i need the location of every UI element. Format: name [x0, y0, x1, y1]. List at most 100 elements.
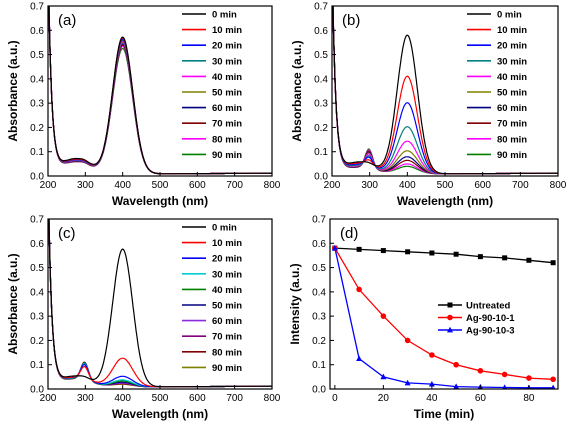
legend-entry: 10 min — [212, 238, 242, 249]
legend-entry: 70 min — [212, 332, 242, 343]
x-tick-label: 60 — [475, 393, 487, 404]
y-tick-label: 0.1 — [312, 360, 326, 371]
legend-entry: 30 min — [497, 56, 527, 67]
data-point — [356, 246, 362, 252]
y-axis-label: Absorbance (a.u.) — [6, 253, 20, 354]
y-tick-label: 0.7 — [30, 215, 44, 226]
data-point — [550, 260, 556, 266]
y-tick-label: 0.2 — [30, 336, 44, 347]
y-tick-label: 0.4 — [30, 287, 44, 298]
y-tick-label: 0.3 — [312, 312, 326, 323]
data-point — [477, 254, 483, 260]
legend-entry: 40 min — [212, 285, 242, 296]
legend-entry: 70 min — [212, 119, 242, 130]
series-line — [334, 247, 554, 264]
legend-entry: 60 min — [212, 103, 242, 114]
chart-panel: 200 300 400 500 600 700 800 0.0 0.1 0.2 0.3 0.4 0.5 0… — [6, 215, 281, 422]
legend-entry: 20 min — [212, 41, 242, 52]
x-tick-label: 80 — [523, 393, 535, 404]
y-tick-label: 0.6 — [312, 239, 326, 250]
x-tick-label: 400 — [114, 393, 131, 404]
legend-entry: 30 min — [212, 56, 242, 67]
legend-entry: 60 min — [497, 103, 527, 114]
legend-entry: 80 min — [212, 134, 242, 145]
y-tick-label: 0.0 — [30, 385, 44, 396]
y-axis-label: Intensity (a.u.) — [288, 263, 302, 344]
y-tick-label: 0.1 — [30, 360, 44, 371]
y-tick-label: 0.4 — [314, 74, 328, 85]
series-line — [334, 247, 554, 380]
data-point — [380, 313, 387, 319]
data-point — [429, 352, 435, 358]
y-axis-label: Absorbance (a.u.) — [290, 40, 304, 141]
panel-label: (a) — [58, 12, 76, 29]
data-point — [404, 337, 411, 344]
legend-entry: 10 min — [212, 25, 242, 36]
x-tick-label: 0 — [332, 393, 338, 404]
y-tick-label: 0.3 — [30, 312, 44, 323]
legend-entry: 70 min — [497, 119, 527, 130]
chart-panel: 200 300 400 500 600 700 800 0.0 0.1 0.2 0.3 0.4 0.5 0… — [290, 2, 567, 209]
x-tick-label: 500 — [152, 393, 169, 404]
y-tick-label: 0.2 — [312, 336, 326, 347]
panel-label: (b) — [342, 12, 360, 29]
data-point — [331, 244, 338, 251]
y-tick-label: 0.6 — [314, 26, 328, 37]
data-point — [550, 376, 556, 383]
panel-label: (c) — [58, 225, 76, 242]
plot-area — [331, 244, 556, 389]
legend-marker — [447, 326, 453, 333]
y-tick-label: 0.6 — [30, 239, 44, 250]
y-tick-label: 0.7 — [312, 215, 326, 226]
legend-entry: 10 min — [497, 25, 527, 36]
y-tick-label: 0.0 — [30, 172, 44, 183]
data-point — [380, 248, 386, 254]
legend-entry: 20 min — [212, 254, 242, 265]
chart-panel: 200 300 400 500 600 700 800 0.0 0.1 0.2 0.3 0.4 0.5 0… — [6, 2, 281, 209]
x-tick-label: 200 — [324, 180, 341, 191]
x-tick-label: 200 — [40, 180, 57, 191]
legend-entry: Ag-90-10-1 — [466, 313, 515, 324]
legend: 0 min 10 min 20 min 30 min 40 min 50 min 60 mi… — [182, 223, 242, 374]
data-point — [356, 355, 363, 362]
x-tick-label: 400 — [114, 180, 131, 191]
y-tick-label: 0.2 — [314, 123, 328, 134]
data-point — [550, 384, 556, 389]
series-line — [334, 247, 554, 389]
data-point — [428, 380, 435, 387]
legend-entry: 40 min — [212, 72, 242, 83]
x-tick-label: 800 — [264, 180, 281, 191]
x-tick-label: 800 — [264, 393, 281, 404]
legend-entry: 0 min — [212, 223, 237, 234]
y-tick-label: 0.1 — [30, 147, 44, 158]
x-tick-label: 600 — [189, 393, 206, 404]
legend: 0 min 10 min 20 min 30 min 40 min 50 min 60 mi… — [467, 10, 527, 161]
y-axis-label: Absorbance (a.u.) — [6, 40, 20, 141]
y-tick-label: 0.3 — [314, 99, 328, 110]
x-tick-label: 700 — [512, 180, 529, 191]
y-tick-label: 0.4 — [30, 74, 44, 85]
x-tick-label: 300 — [361, 180, 378, 191]
plot-frame — [329, 218, 559, 390]
y-tick-label: 0.1 — [314, 147, 328, 158]
legend-entry: 90 min — [212, 150, 242, 161]
data-point — [453, 361, 459, 368]
data-point — [502, 255, 508, 261]
x-tick-label: 500 — [437, 180, 454, 191]
x-tick-label: 700 — [226, 180, 243, 191]
x-tick-label: 20 — [378, 393, 390, 404]
x-tick-label: 300 — [77, 180, 94, 191]
legend-entry: 0 min — [212, 10, 237, 21]
data-point — [501, 371, 508, 378]
y-tick-label: 0.5 — [30, 50, 44, 61]
x-tick-label: 40 — [426, 393, 438, 404]
data-point — [477, 367, 484, 374]
data-point — [453, 251, 459, 257]
legend-marker — [447, 314, 453, 321]
chart-panel: 0 20 40 60 80 0.0 0.1 0.2 0.3 0.4 0.5 0.6 0.7 Time (m… — [288, 215, 559, 421]
y-tick-label: 0.7 — [314, 2, 328, 13]
y-tick-label: 0.3 — [30, 99, 44, 110]
